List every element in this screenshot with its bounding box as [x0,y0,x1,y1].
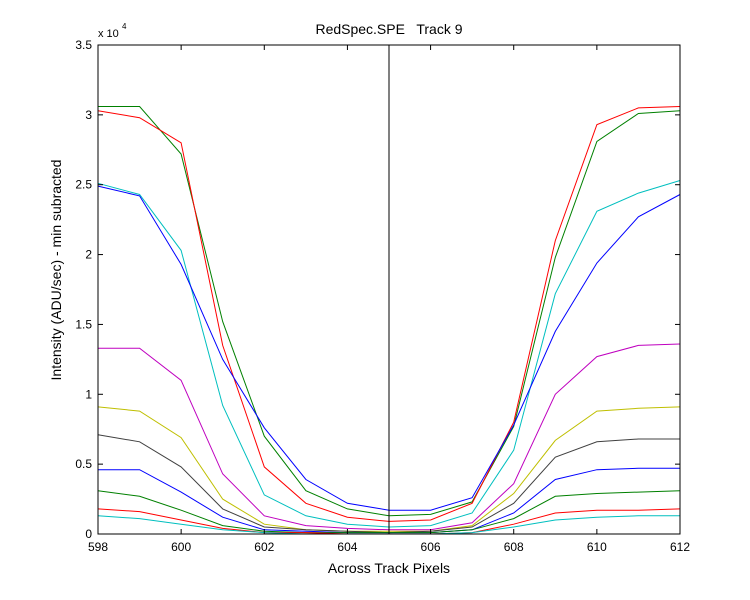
x-tick-label: 608 [504,540,524,554]
y-tick-label: 0.5 [75,457,92,471]
y-tick-label: 0 [85,527,92,541]
x-tick-label: 612 [670,540,690,554]
x-tick-label: 610 [587,540,607,554]
y-tick-label: 1.5 [75,317,92,331]
chart-title: RedSpec.SPE Track 9 [315,21,462,37]
x-axis-ticks: 598 600 602 604 606 608 610 612 [88,45,690,554]
y-axis-exponent-power: 4 [122,22,127,31]
x-tick-label: 598 [88,540,108,554]
x-tick-label: 606 [421,540,441,554]
y-tick-label: 2 [85,248,92,262]
x-tick-label: 600 [171,540,191,554]
y-tick-label: 1 [85,387,92,401]
x-tick-label: 604 [337,540,357,554]
y-axis-label: Intensity (ADU/sec) - min subracted [48,160,64,381]
x-tick-label: 602 [254,540,274,554]
y-axis-ticks: 0 0.5 1 1.5 2 2.5 3 3.5 [75,38,680,541]
x-axis-label: Across Track Pixels [328,560,450,576]
y-tick-label: 3.5 [75,38,92,52]
y-tick-label: 2.5 [75,178,92,192]
y-axis-exponent-base: x 10 [98,28,119,40]
y-tick-label: 3 [85,108,92,122]
